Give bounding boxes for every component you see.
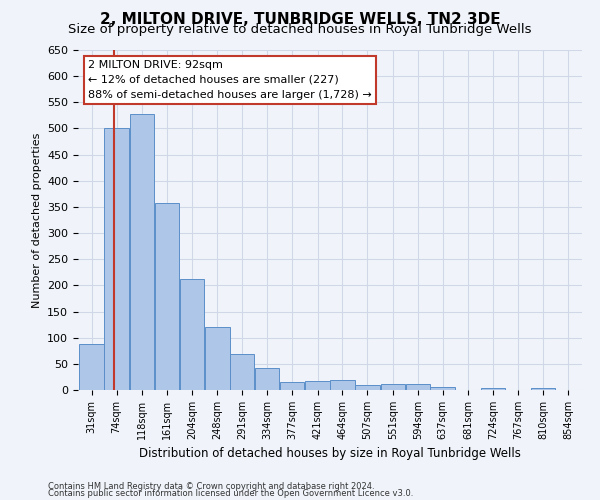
Bar: [481, 388, 505, 390]
Bar: [355, 385, 380, 390]
Bar: [104, 128, 129, 390]
Bar: [179, 278, 204, 390]
Bar: [330, 380, 355, 390]
Text: Size of property relative to detached houses in Royal Tunbridge Wells: Size of property relative to detached ho…: [68, 22, 532, 36]
Bar: [255, 368, 280, 390]
Bar: [205, 327, 230, 390]
Bar: [130, 114, 154, 390]
Bar: [380, 384, 405, 390]
Bar: [530, 388, 555, 390]
X-axis label: Distribution of detached houses by size in Royal Tunbridge Wells: Distribution of detached houses by size …: [139, 448, 521, 460]
Bar: [280, 382, 304, 390]
Bar: [155, 202, 179, 390]
Text: 2, MILTON DRIVE, TUNBRIDGE WELLS, TN2 3DE: 2, MILTON DRIVE, TUNBRIDGE WELLS, TN2 3D…: [100, 12, 500, 28]
Bar: [230, 354, 254, 390]
Bar: [430, 388, 455, 390]
Text: Contains HM Land Registry data © Crown copyright and database right 2024.: Contains HM Land Registry data © Crown c…: [48, 482, 374, 491]
Bar: [305, 380, 330, 390]
Y-axis label: Number of detached properties: Number of detached properties: [32, 132, 41, 308]
Bar: [79, 344, 104, 390]
Bar: [406, 384, 430, 390]
Text: 2 MILTON DRIVE: 92sqm
← 12% of detached houses are smaller (227)
88% of semi-det: 2 MILTON DRIVE: 92sqm ← 12% of detached …: [88, 60, 372, 100]
Text: Contains public sector information licensed under the Open Government Licence v3: Contains public sector information licen…: [48, 489, 413, 498]
